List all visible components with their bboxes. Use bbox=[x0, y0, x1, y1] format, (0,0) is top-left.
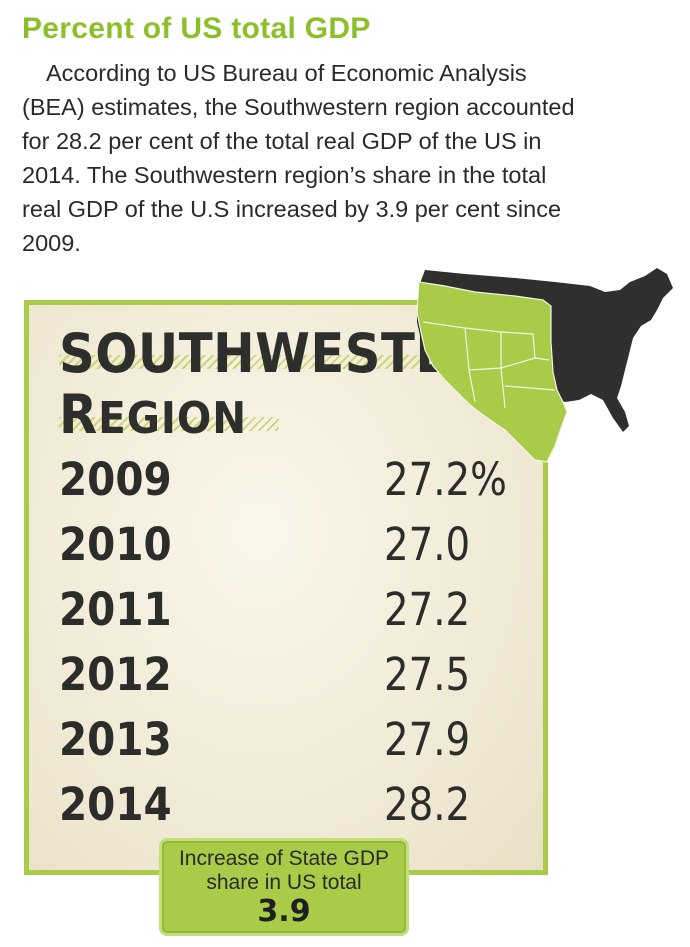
table-row: 2014 28.2 bbox=[29, 775, 543, 835]
us-map-southwest-highlight-icon bbox=[416, 268, 673, 463]
table-row: 2009 27.2% bbox=[29, 450, 543, 510]
value-cell: 27.2% bbox=[384, 453, 507, 506]
state-borders bbox=[422, 321, 556, 409]
year-cell: 2013 bbox=[59, 713, 172, 766]
year-cell: 2010 bbox=[59, 518, 172, 571]
value-cell: 27.5 bbox=[384, 648, 471, 701]
region-title-line2: REGION bbox=[59, 388, 247, 442]
gdp-table: 2009 27.2% 2010 27.0 2011 27.2 2012 27.5… bbox=[29, 305, 543, 870]
title-hatch-1 bbox=[59, 355, 529, 369]
page-title: Percent of US total GDP bbox=[22, 12, 371, 45]
table-row: 2012 27.5 bbox=[29, 645, 543, 705]
table-row: 2013 27.9 bbox=[29, 710, 543, 770]
value-cell: 27.0 bbox=[384, 518, 471, 571]
value-cell: 28.2 bbox=[384, 778, 471, 831]
table-row: 2010 27.0 bbox=[29, 515, 543, 575]
title-hatch-2 bbox=[59, 417, 279, 431]
region-title-initial: R bbox=[59, 383, 99, 446]
year-cell: 2012 bbox=[59, 648, 172, 701]
southwest-region-shape bbox=[416, 281, 568, 463]
value-cell: 27.2 bbox=[384, 583, 471, 636]
badge-label: Increase of State GDP share in US total bbox=[178, 847, 390, 894]
intro-paragraph: According to US Bureau of Economic Analy… bbox=[22, 60, 575, 256]
badge-value: 3.9 bbox=[257, 894, 311, 929]
year-cell: 2009 bbox=[59, 453, 172, 506]
year-cell: 2011 bbox=[59, 583, 172, 636]
increase-badge: Increase of State GDP share in US total … bbox=[159, 838, 409, 936]
value-cell: 27.9 bbox=[384, 713, 471, 766]
region-title-rest: EGION bbox=[98, 393, 248, 444]
table-row: 2011 27.2 bbox=[29, 580, 543, 640]
year-cell: 2014 bbox=[59, 778, 172, 831]
